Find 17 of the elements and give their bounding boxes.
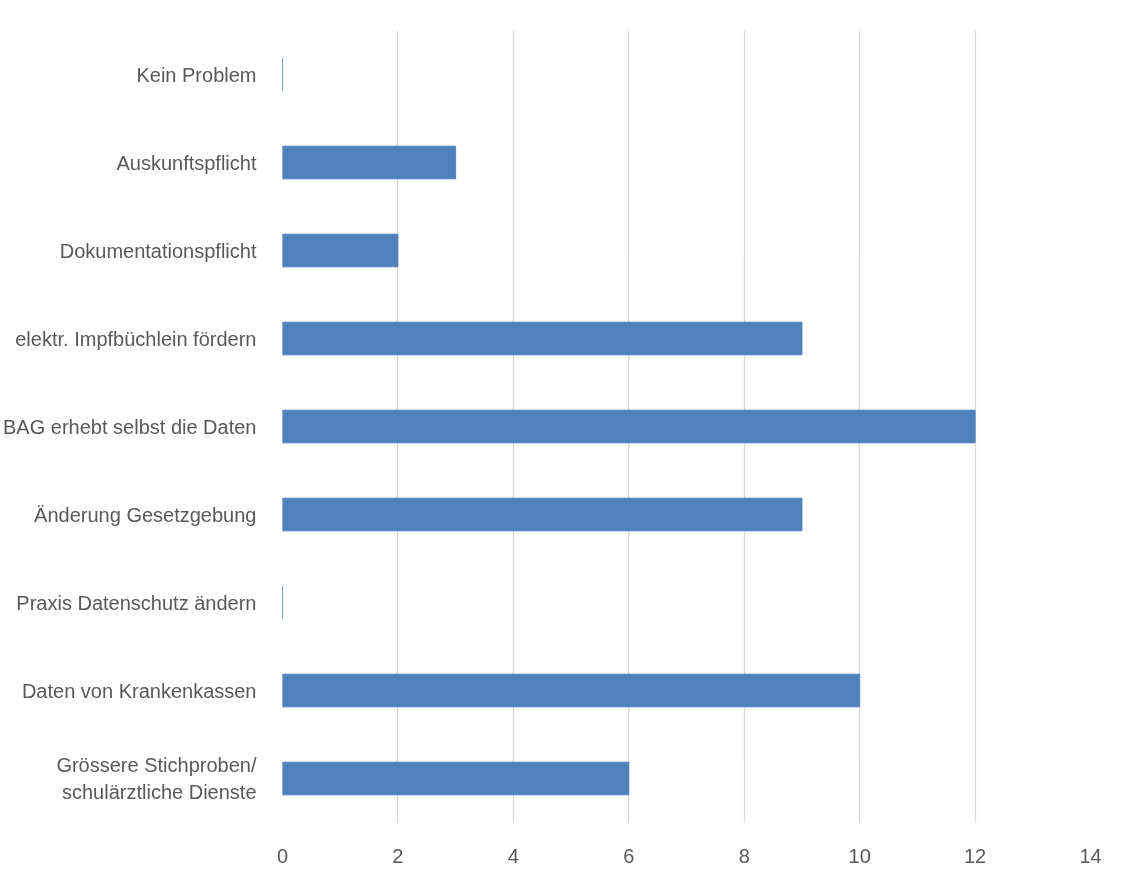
x-tick-label: 6 (623, 844, 635, 867)
y-tick-label: Grössere Stichproben/ schulärztliche Dienste (56, 754, 257, 803)
x-tick-label: 4 (507, 844, 519, 867)
x-tick-label: 0 (276, 844, 289, 867)
y-tick-label: Dokumentationspflicht (59, 239, 257, 262)
x-tick-label: 14 (1079, 844, 1102, 867)
x-tick-label: 2 (392, 844, 404, 867)
y-tick-label: BAG erhebt selbst die Daten (3, 415, 257, 438)
x-tick-label: 8 (738, 844, 750, 867)
y-tick-label: Kein Problem (136, 63, 257, 86)
y-tick-label: Daten von Krankenkassen (21, 679, 257, 702)
y-tick-label: Auskunftspflicht (116, 151, 257, 174)
x-tick-label: 10 (848, 844, 871, 867)
x-tick-label: 12 (963, 844, 987, 867)
y-tick-label: Änderung Gesetzgebung (34, 503, 257, 526)
y-tick-label: elektr. Impfbüchlein fördern (15, 327, 257, 350)
y-tick-label: Praxis Datenschutz ändern (16, 591, 257, 614)
